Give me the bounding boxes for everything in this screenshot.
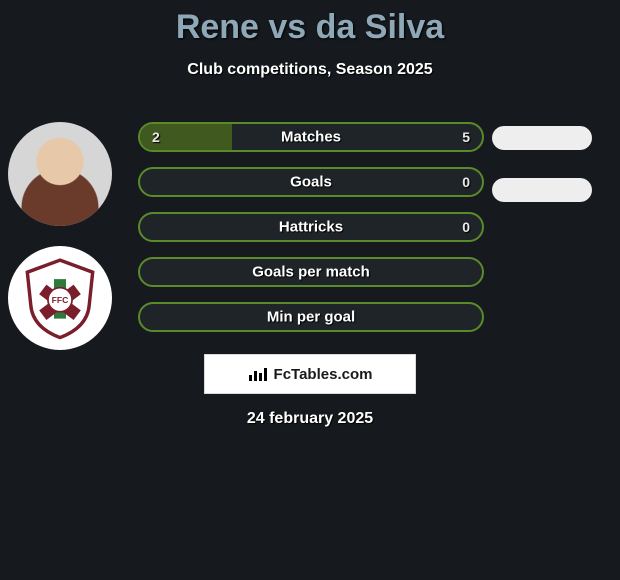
svg-text:FFC: FFC <box>52 295 69 305</box>
stat-right-value: 0 <box>462 174 470 190</box>
player-avatar <box>8 122 112 226</box>
stat-label: Min per goal <box>140 309 482 326</box>
page-title: Rene vs da Silva <box>0 0 620 47</box>
bar-chart-icon <box>248 366 268 382</box>
attribution-box: FcTables.com <box>204 354 416 394</box>
club-badge-icon: FFC <box>17 255 103 341</box>
stat-bar-min-per-goal: Min per goal <box>138 302 484 332</box>
stat-right-value: 0 <box>462 219 470 235</box>
stat-label: Goals per match <box>140 264 482 281</box>
page-subtitle: Club competitions, Season 2025 <box>0 61 620 79</box>
attribution-text: FcTables.com <box>274 366 373 383</box>
stat-bar-goals-per-match: Goals per match <box>138 257 484 287</box>
stat-bar-hattricks: Hattricks 0 <box>138 212 484 242</box>
date-text: 24 february 2025 <box>0 410 620 428</box>
stat-bar-matches: 2 Matches 5 <box>138 122 484 152</box>
pill-marker <box>492 178 592 202</box>
person-silhouette-icon <box>8 122 112 226</box>
club-avatar: FFC <box>8 246 112 350</box>
stat-bar-goals: Goals 0 <box>138 167 484 197</box>
stat-label: Goals <box>140 174 482 191</box>
stat-label: Matches <box>140 129 482 146</box>
right-pill-column <box>492 122 608 202</box>
pill-marker <box>492 126 592 150</box>
avatar-column: FFC <box>8 122 120 350</box>
stats-column: 2 Matches 5 Goals 0 Hattricks 0 Goals pe… <box>138 122 484 332</box>
stat-label: Hattricks <box>140 219 482 236</box>
stat-right-value: 5 <box>462 129 470 145</box>
